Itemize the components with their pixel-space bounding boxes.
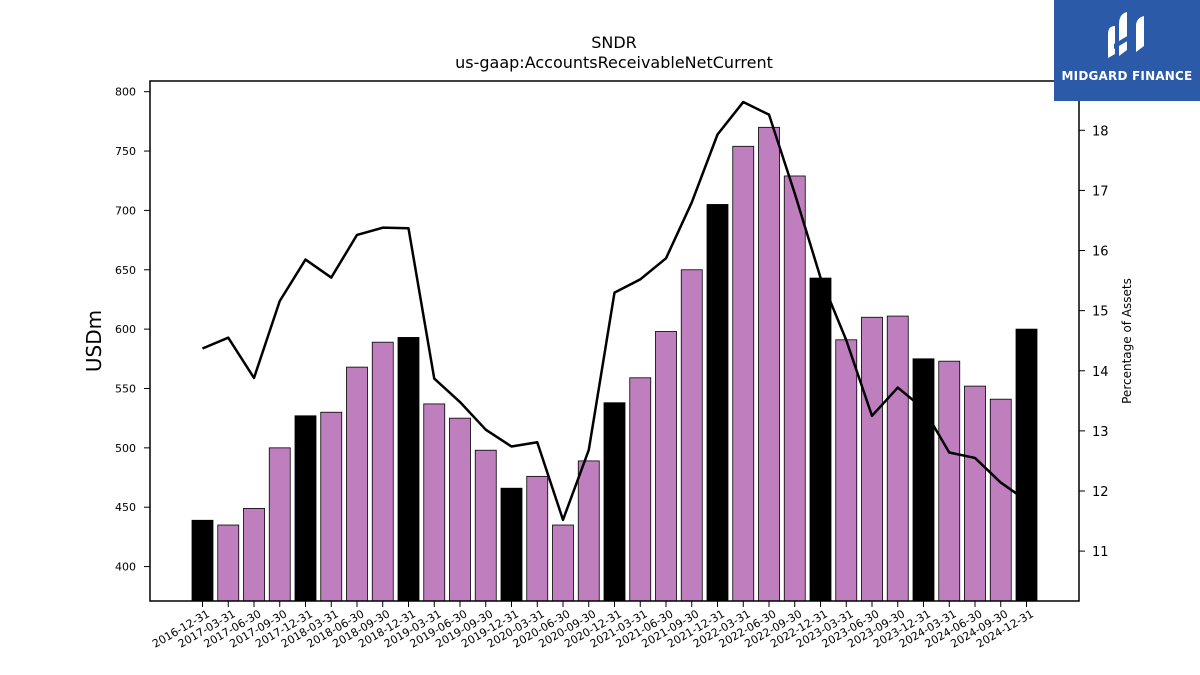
- bar-2023-09-30: [886, 315, 909, 602]
- bar-2020-03-31: [526, 475, 549, 602]
- midgard-logo-icon: [1108, 12, 1144, 58]
- bar-2024-12-31: [1015, 328, 1038, 602]
- y-axis-right: 11 12 13 14 15 16 17 18: [1079, 124, 1109, 560]
- bar-2024-09-30: [989, 398, 1012, 602]
- y2-tick-label: 18: [1092, 124, 1109, 139]
- bar-2022-03-31: [732, 145, 755, 602]
- bar-2019-12-31: [500, 487, 523, 602]
- y2-tick-label: 12: [1092, 485, 1109, 500]
- bar-2019-03-31: [423, 403, 446, 602]
- y-tick-label: 750: [115, 145, 136, 158]
- y-tick-label: 500: [115, 442, 136, 455]
- bar-2021-03-31: [629, 377, 652, 602]
- bar-2024-06-30: [964, 385, 986, 602]
- bar-2019-06-30: [449, 417, 471, 602]
- bar-2017-09-30: [268, 447, 291, 602]
- bar-2018-09-30: [371, 341, 394, 602]
- y-axis-label: USDm: [82, 310, 106, 372]
- bar-2018-06-30: [346, 366, 368, 602]
- bar-2022-12-31: [809, 277, 832, 602]
- y-axis-left: 400 450 500 550 600 650 700 750 800: [115, 86, 150, 574]
- bar-2017-06-30: [243, 507, 265, 602]
- bar-2016-12-31: [191, 519, 214, 602]
- bar-2019-09-30: [474, 449, 497, 602]
- logo-text: MIDGARD FINANCE: [1061, 69, 1193, 83]
- chart-subtitle: us-gaap:AccountsReceivableNetCurrent: [455, 53, 773, 72]
- line-series: [202, 100, 1028, 522]
- y2-tick-label: 14: [1092, 365, 1109, 380]
- y-tick-label: 550: [115, 382, 136, 395]
- bar-2023-12-31: [912, 358, 935, 602]
- y2-tick-label: 13: [1092, 425, 1109, 440]
- bar-2018-12-31: [397, 337, 420, 602]
- bar-series: [191, 126, 1038, 602]
- y2-axis-label: Percentage of Assets: [1120, 278, 1134, 404]
- bar-2017-03-31: [217, 524, 240, 602]
- y2-tick-label: 11: [1092, 545, 1109, 560]
- y-tick-label: 600: [115, 323, 136, 336]
- bar-2022-09-30: [783, 175, 806, 602]
- bar-2020-09-30: [577, 460, 600, 602]
- bar-2021-12-31: [706, 204, 729, 602]
- bar-2021-09-30: [680, 269, 703, 602]
- bar-2020-12-31: [603, 402, 626, 602]
- bar-2018-03-31: [320, 411, 343, 602]
- y2-tick-label: 15: [1092, 305, 1109, 320]
- percentage-line: [202, 100, 1028, 522]
- bar-2022-06-30: [758, 126, 780, 602]
- y-tick-label: 800: [115, 86, 136, 99]
- chart-title: SNDR: [591, 33, 637, 52]
- midgard-finance-logo: MIDGARD FINANCE: [1054, 0, 1200, 101]
- y2-tick-label: 16: [1092, 245, 1109, 260]
- bar-2024-03-31: [938, 360, 961, 602]
- bar-2021-06-30: [655, 331, 677, 602]
- y-tick-label: 400: [115, 561, 136, 574]
- y-tick-label: 450: [115, 501, 136, 514]
- bar-2017-12-31: [294, 415, 317, 602]
- bar-2020-06-30: [552, 524, 574, 602]
- bar-2023-03-31: [835, 339, 858, 602]
- bar-2023-06-30: [861, 316, 883, 602]
- y2-tick-label: 17: [1092, 184, 1109, 199]
- y-tick-label: 700: [115, 204, 136, 217]
- y-tick-label: 650: [115, 264, 136, 277]
- x-axis: 2016-12-312017-03-312017-06-302017-09-30…: [150, 601, 1036, 651]
